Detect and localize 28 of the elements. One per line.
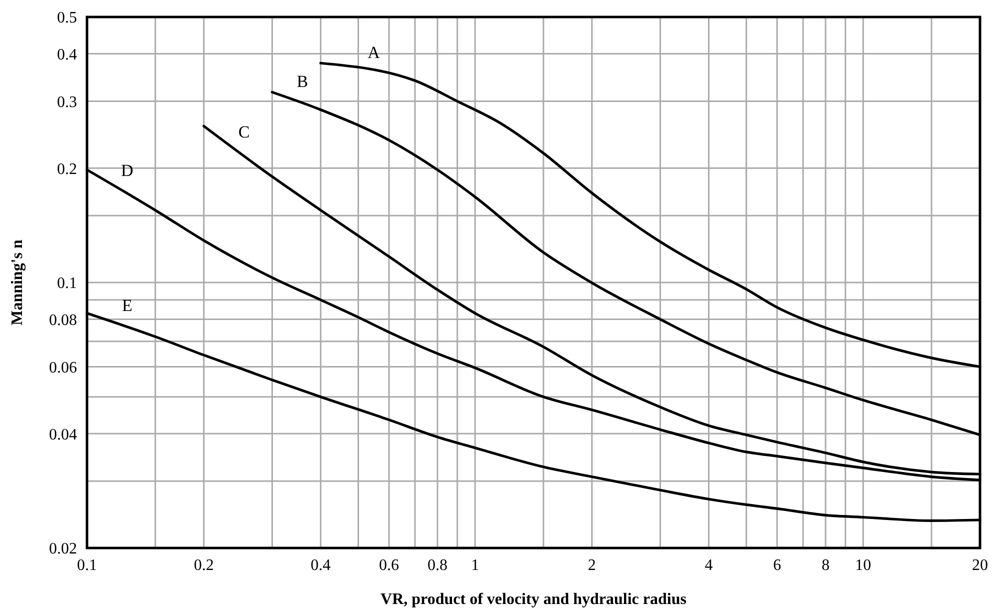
- series-label: E: [122, 296, 132, 315]
- x-tick-label: 8: [822, 557, 830, 574]
- y-tick-label: 0.04: [49, 426, 77, 444]
- x-tick-label: 4: [704, 557, 713, 574]
- x-tick-label: 0.2: [194, 557, 214, 574]
- x-tick-label: 0.6: [378, 557, 399, 574]
- y-tick-label: 0.2: [57, 160, 77, 178]
- x-tick-label: 10: [855, 557, 872, 574]
- x-tick-label: 20: [972, 557, 988, 574]
- y-axis-title: Manning's n: [9, 239, 26, 326]
- x-tick-label: 0.1: [77, 557, 97, 574]
- x-tick-label: 0.4: [310, 557, 331, 574]
- series-label: B: [296, 72, 308, 91]
- series-label: C: [238, 122, 250, 142]
- series-label: D: [121, 161, 134, 180]
- x-tick-label: 6: [773, 557, 782, 574]
- y-tick-label: 0.02: [49, 540, 77, 558]
- x-tick-label: 2: [588, 557, 596, 574]
- x-axis-title: VR, product of velocity and hydraulic radius: [380, 591, 686, 608]
- y-tick-label: 0.06: [49, 359, 77, 376]
- y-tick-label: 0.1: [57, 275, 77, 292]
- y-tick-label: 0.08: [49, 312, 77, 329]
- y-tick-label: 0.4: [57, 46, 77, 64]
- x-tick-label: 1: [471, 557, 480, 574]
- series-label: A: [368, 42, 381, 62]
- y-tick-label: 0.5: [57, 10, 77, 27]
- x-tick-label: 0.8: [427, 557, 448, 574]
- y-tick-label: 0.3: [57, 94, 77, 111]
